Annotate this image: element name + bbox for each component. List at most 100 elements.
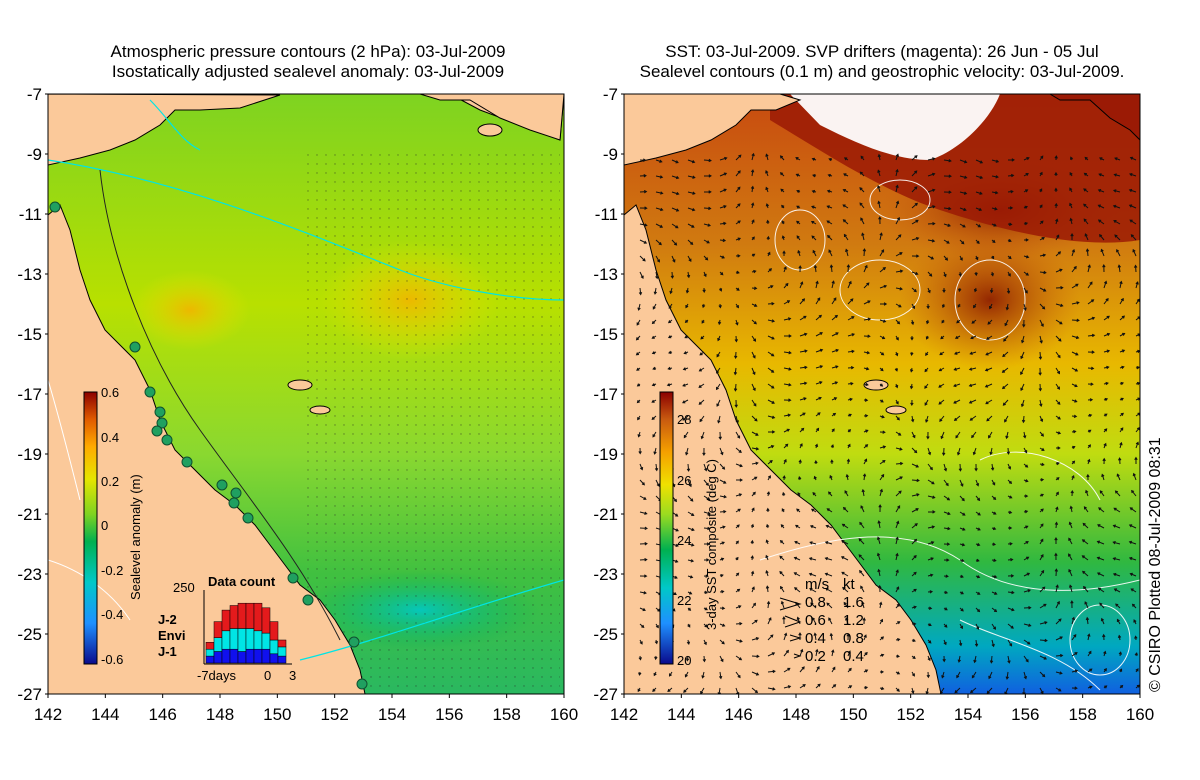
- velocity-arrow: [1071, 383, 1078, 388]
- velocity-arrow: [765, 554, 769, 561]
- velocity-arrow: [1128, 556, 1137, 561]
- velocity-arrow: [1055, 303, 1064, 308]
- velocity-arrow: [639, 623, 645, 629]
- velocity-arrow: [651, 415, 657, 421]
- velocity-arrow: [879, 459, 886, 465]
- velocity-arrow: [845, 248, 849, 257]
- velocity-arrow: [1054, 521, 1059, 529]
- velocity-arrow: [815, 280, 819, 289]
- velocity-arrow: [767, 445, 775, 449]
- velocity-arrow: [968, 399, 977, 404]
- data-count-bar: [245, 648, 255, 664]
- velocity-arrow: [1007, 271, 1011, 277]
- velocity-arrow: [846, 633, 850, 641]
- velocity-arrow: [1103, 365, 1110, 370]
- velocity-arrow: [703, 511, 711, 515]
- velocity-arrow: [926, 671, 930, 679]
- velocity-arrow: [735, 287, 740, 291]
- velocity-arrow: [1007, 173, 1015, 178]
- velocity-arrow: [671, 255, 676, 263]
- velocity-arrow: [1119, 349, 1126, 353]
- velocity-arrow: [1071, 460, 1076, 465]
- velocity-arrow: [1007, 158, 1015, 162]
- velocity-arrow: [847, 667, 852, 673]
- velocity-arrow: [831, 666, 836, 673]
- right-colorbar-label: 3-day SST composite (deg C): [704, 459, 719, 630]
- velocity-arrow: [1039, 478, 1045, 482]
- velocity-arrow: [703, 639, 707, 646]
- velocity-arrow: [782, 250, 786, 257]
- velocity-arrow: [824, 541, 833, 545]
- velocity-arrow: [943, 542, 951, 546]
- velocity-arrow: [639, 223, 648, 227]
- velocity-arrow: [1007, 495, 1013, 499]
- velocity-arrow: [927, 271, 933, 277]
- velocity-arrow: [655, 271, 659, 280]
- velocity-arrow: [719, 639, 725, 645]
- velocity-arrow: [911, 202, 918, 209]
- velocity-arrow: [863, 458, 868, 465]
- velocity-arrow: [877, 568, 881, 577]
- velocity-arrow: [751, 367, 756, 376]
- velocity-arrow: [1113, 173, 1121, 177]
- vel-header-kt: kt: [843, 576, 856, 593]
- velocity-arrow: [719, 623, 726, 627]
- left-high-anomaly-2: [130, 270, 250, 350]
- velocity-arrow: [815, 314, 822, 321]
- velocity-arrow: [941, 447, 946, 456]
- velocity-arrow: [847, 650, 851, 657]
- velocity-arrow: [670, 271, 675, 279]
- velocity-arrow: [1069, 187, 1073, 193]
- velocity-arrow: [877, 520, 881, 529]
- velocity-arrow: [1103, 650, 1107, 657]
- velocity-arrow: [1086, 473, 1090, 481]
- velocity-arrow: [1023, 238, 1029, 242]
- velocity-arrow: [703, 190, 712, 194]
- velocity-arrow: [1096, 556, 1105, 561]
- left-lat-tick-10: -27: [17, 685, 42, 704]
- velocity-arrow: [879, 636, 885, 641]
- velocity-arrow: [863, 264, 868, 273]
- velocity-arrow: [828, 249, 833, 257]
- velocity-arrow: [943, 223, 951, 227]
- left-lat-tick-8: -23: [17, 565, 42, 584]
- velocity-arrow: [1039, 220, 1044, 225]
- velocity-arrow: [798, 459, 802, 465]
- velocity-arrow: [1055, 367, 1061, 375]
- velocity-arrow: [1055, 351, 1061, 359]
- velocity-arrow: [687, 159, 696, 164]
- velocity-arrow: [667, 319, 673, 324]
- velocity-arrow: [794, 524, 801, 529]
- velocity-arrow: [1071, 474, 1075, 481]
- velocity-arrow: [653, 447, 657, 455]
- right-lon-tick-5: 152: [896, 705, 924, 724]
- velocity-arrow: [969, 687, 977, 694]
- velocity-arrow: [847, 280, 852, 289]
- velocity-arrow: [735, 254, 741, 258]
- velocity-arrow: [1023, 541, 1029, 545]
- velocity-arrow: [1071, 367, 1079, 372]
- right-lon-tick-3: 148: [782, 705, 810, 724]
- velocity-arrow: [783, 632, 788, 641]
- velocity-arrow: [716, 399, 721, 407]
- velocity-arrow: [779, 172, 785, 177]
- velocity-arrow: [809, 541, 817, 545]
- velocity-arrow: [815, 365, 824, 369]
- velocity-arrow: [959, 574, 964, 579]
- velocity-arrow: [750, 555, 754, 561]
- velocity-arrow: [1087, 633, 1091, 641]
- velocity-arrow: [780, 600, 785, 609]
- velocity-arrow: [879, 445, 887, 449]
- velocity-arrow: [991, 495, 997, 501]
- velocity-arrow: [895, 415, 900, 421]
- velocity-arrow: [975, 255, 979, 261]
- velocity-arrow: [863, 382, 869, 387]
- velocity-arrow: [1103, 685, 1108, 689]
- vel-kt-1: 1.2: [843, 612, 864, 629]
- velocity-arrow: [927, 255, 935, 260]
- velocity-arrow: [716, 351, 721, 358]
- velocity-arrow: [683, 431, 689, 439]
- velocity-arrow: [863, 414, 869, 418]
- velocity-arrow: [863, 651, 868, 657]
- velocity-arrow: [1054, 171, 1058, 177]
